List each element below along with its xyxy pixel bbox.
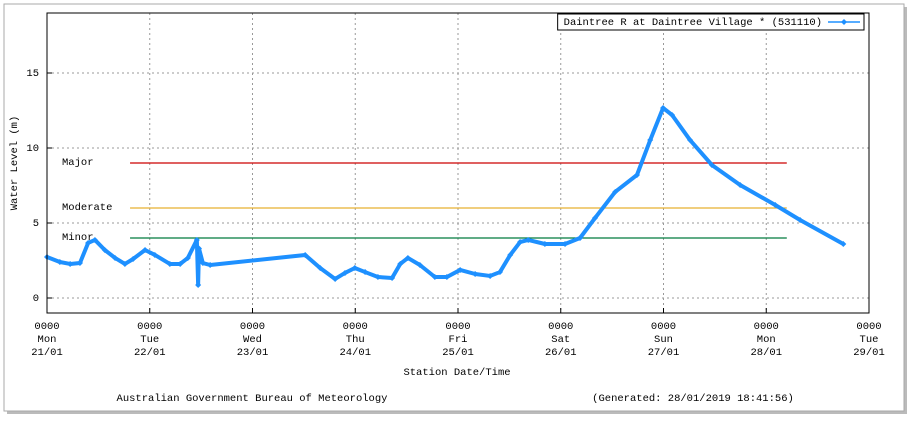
data-point xyxy=(562,241,569,247)
data-point xyxy=(577,235,584,241)
data-point xyxy=(121,260,128,267)
data-point xyxy=(525,236,532,243)
data-point xyxy=(184,254,191,261)
data-point xyxy=(443,274,450,280)
x-tick-label: 0000 Wed 23/01 xyxy=(237,321,269,359)
data-point xyxy=(708,161,715,168)
data-point xyxy=(431,274,438,280)
x-tick-label: 0000 Thu 24/01 xyxy=(339,321,371,359)
data-point xyxy=(85,239,92,246)
footer-left: Australian Government Bureau of Meteorol… xyxy=(117,393,388,405)
x-tick-label: 0000 Tue 22/01 xyxy=(134,321,166,359)
data-point xyxy=(362,269,369,276)
y-tick-label: 10 xyxy=(26,143,39,155)
legend-label: Daintree R at Daintree Village * (531110… xyxy=(564,17,822,29)
data-point xyxy=(507,251,514,258)
data-point xyxy=(797,217,804,223)
data-point xyxy=(404,254,411,261)
data-point xyxy=(772,202,779,208)
threshold-label: Major xyxy=(62,157,94,169)
data-point xyxy=(669,112,676,118)
y-tick-label: 5 xyxy=(33,218,39,230)
data-point xyxy=(76,260,83,267)
x-tick-label: 0000 Fri 25/01 xyxy=(442,321,474,359)
x-tick-label: 0000 Mon 28/01 xyxy=(750,321,782,359)
data-point xyxy=(112,254,119,261)
data-point xyxy=(660,104,667,111)
data-point xyxy=(647,137,654,144)
data-point xyxy=(67,260,74,267)
threshold-label: Minor xyxy=(62,232,94,244)
data-point xyxy=(195,245,202,252)
data-point xyxy=(177,260,184,267)
data-point xyxy=(592,215,598,222)
data-point xyxy=(302,251,309,258)
data-point xyxy=(351,265,358,271)
data-point xyxy=(633,172,640,178)
data-point xyxy=(151,251,158,258)
y-tick-label: 0 xyxy=(33,293,39,305)
legend-marker xyxy=(841,19,847,25)
data-point xyxy=(472,271,479,277)
plot-border xyxy=(46,12,870,314)
x-tick-label: 0000 Mon 21/01 xyxy=(31,321,63,359)
data-point xyxy=(332,275,339,282)
data-point xyxy=(612,188,619,195)
legend: Daintree R at Daintree Village * (531110… xyxy=(557,13,865,31)
data-point xyxy=(840,241,847,247)
y-tick-label: 15 xyxy=(26,68,39,80)
data-point xyxy=(193,236,200,243)
data-point xyxy=(195,281,202,288)
legend-box xyxy=(557,13,865,31)
data-point xyxy=(397,260,404,267)
threshold-label: Moderate xyxy=(62,202,112,214)
data-point xyxy=(416,262,423,268)
data-point xyxy=(496,269,503,276)
data-point xyxy=(142,247,149,253)
data-point xyxy=(389,275,396,282)
data-point xyxy=(457,266,464,273)
x-tick-label: 0000 Sun 27/01 xyxy=(648,321,680,359)
data-point xyxy=(487,272,494,279)
data-point xyxy=(517,239,524,246)
x-axis-label: Station Date/Time xyxy=(403,367,510,379)
footer-right: (Generated: 28/01/2019 18:41:56) xyxy=(592,393,794,405)
data-point xyxy=(341,269,348,276)
data-point xyxy=(737,182,744,189)
data-point xyxy=(56,259,63,265)
x-tick-label: 0000 Sat 26/01 xyxy=(545,321,577,359)
x-tick-label: 0000 Tue 29/01 xyxy=(853,321,885,359)
data-point xyxy=(199,260,206,267)
data-point xyxy=(374,274,381,280)
data-point xyxy=(541,241,548,247)
data-point xyxy=(687,137,694,144)
data-point xyxy=(317,265,324,271)
data-point xyxy=(101,247,108,253)
data-point xyxy=(207,262,214,268)
data-point xyxy=(130,256,137,262)
data-point xyxy=(91,236,98,243)
y-axis-label: Water Level (m) xyxy=(9,116,21,211)
data-point xyxy=(166,260,173,267)
